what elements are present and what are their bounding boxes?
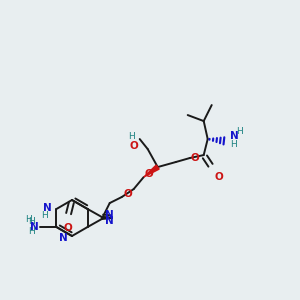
Text: N: N: [105, 210, 113, 220]
Text: H: H: [236, 127, 242, 136]
Text: N: N: [59, 233, 68, 243]
Text: H: H: [28, 218, 35, 226]
Text: O: O: [191, 153, 200, 163]
Text: H: H: [128, 132, 135, 141]
Text: N: N: [43, 203, 51, 213]
Text: O: O: [124, 189, 133, 199]
Text: H: H: [28, 227, 35, 236]
Text: H: H: [230, 140, 236, 148]
Text: N: N: [30, 222, 38, 232]
Text: H: H: [41, 211, 47, 220]
Text: O: O: [215, 172, 224, 182]
Text: O: O: [64, 223, 72, 233]
Text: N: N: [105, 216, 113, 226]
Text: N: N: [230, 131, 239, 141]
Text: O: O: [145, 169, 154, 179]
Polygon shape: [144, 165, 159, 177]
Text: H: H: [25, 214, 32, 224]
Text: O: O: [130, 141, 139, 151]
